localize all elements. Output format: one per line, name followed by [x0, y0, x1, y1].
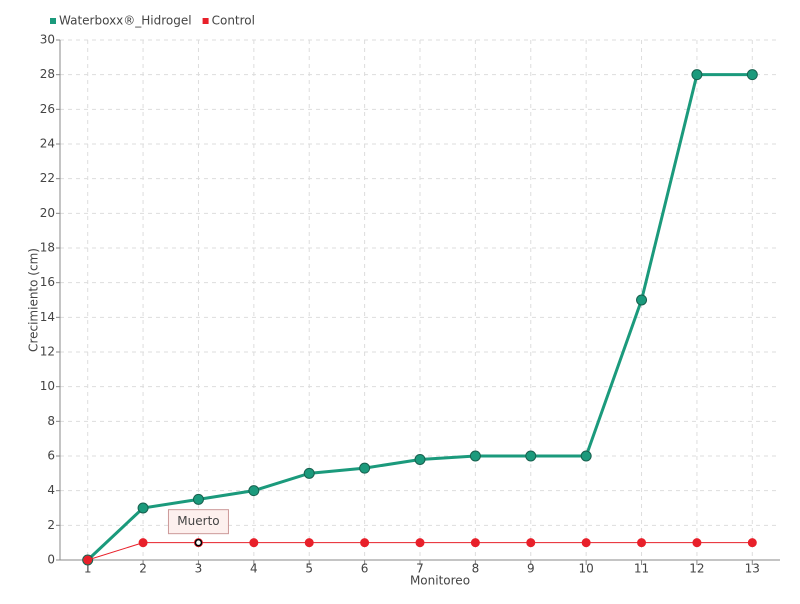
x-tick-label: 3 [195, 562, 203, 576]
data-point [747, 538, 757, 548]
annotation-text: Muerto [177, 514, 219, 528]
y-tick-label: 16 [40, 275, 55, 289]
y-axis-label: Crecimiento (cm) [27, 248, 41, 352]
x-axis-label: Monitoreo [410, 574, 470, 588]
data-point [83, 555, 93, 565]
y-tick-label: 30 [40, 33, 55, 47]
x-tick-label: 1 [84, 562, 92, 576]
x-tick-label: 8 [472, 562, 480, 576]
legend-label: Control [212, 14, 255, 28]
x-tick-label: 4 [250, 562, 258, 576]
data-point [137, 502, 149, 514]
x-tick-label: 13 [745, 562, 760, 576]
data-point [303, 467, 315, 479]
data-point [248, 485, 260, 497]
x-tick-label: 10 [579, 562, 594, 576]
data-point [746, 69, 758, 81]
legend-swatch [202, 18, 209, 24]
data-point [526, 538, 536, 548]
x-tick-label: 12 [689, 562, 704, 576]
x-tick-label: 7 [416, 562, 424, 576]
data-point [192, 493, 204, 505]
y-tick-label: 20 [40, 206, 55, 220]
annotation-point [194, 538, 203, 547]
y-tick-label: 8 [47, 414, 55, 428]
data-point [637, 538, 647, 548]
data-point [304, 538, 314, 548]
data-point [470, 538, 480, 548]
data-point [581, 538, 591, 548]
y-tick-label: 28 [40, 67, 55, 81]
x-tick-label: 5 [305, 562, 313, 576]
x-tick-label: 9 [527, 562, 535, 576]
data-point [360, 538, 370, 548]
y-tick-label: 4 [47, 483, 55, 497]
y-tick-label: 0 [47, 553, 55, 567]
data-point [469, 450, 481, 462]
annotation-box [167, 509, 229, 535]
x-tick-label: 6 [361, 562, 369, 576]
data-point [138, 538, 148, 548]
x-tick-label: 2 [139, 562, 147, 576]
y-tick-label: 12 [40, 345, 55, 359]
y-tick-label: 26 [40, 102, 55, 116]
data-point [249, 538, 259, 548]
x-tick-label: 11 [634, 562, 649, 576]
data-point [525, 450, 537, 462]
y-tick-label: 24 [40, 137, 55, 151]
data-point [580, 450, 592, 462]
data-point [692, 538, 702, 548]
data-point [691, 69, 703, 81]
data-point [414, 453, 426, 465]
data-point [636, 294, 648, 306]
data-point [415, 538, 425, 548]
y-tick-label: 18 [40, 241, 55, 255]
legend-label: Waterboxx®_Hidrogel [59, 14, 192, 28]
data-point [359, 462, 371, 474]
y-tick-label: 2 [47, 518, 55, 532]
y-tick-label: 6 [47, 449, 55, 463]
legend-swatch [50, 18, 56, 24]
y-tick-label: 10 [40, 379, 55, 393]
y-tick-label: 22 [40, 171, 55, 185]
y-tick-label: 14 [40, 310, 55, 324]
